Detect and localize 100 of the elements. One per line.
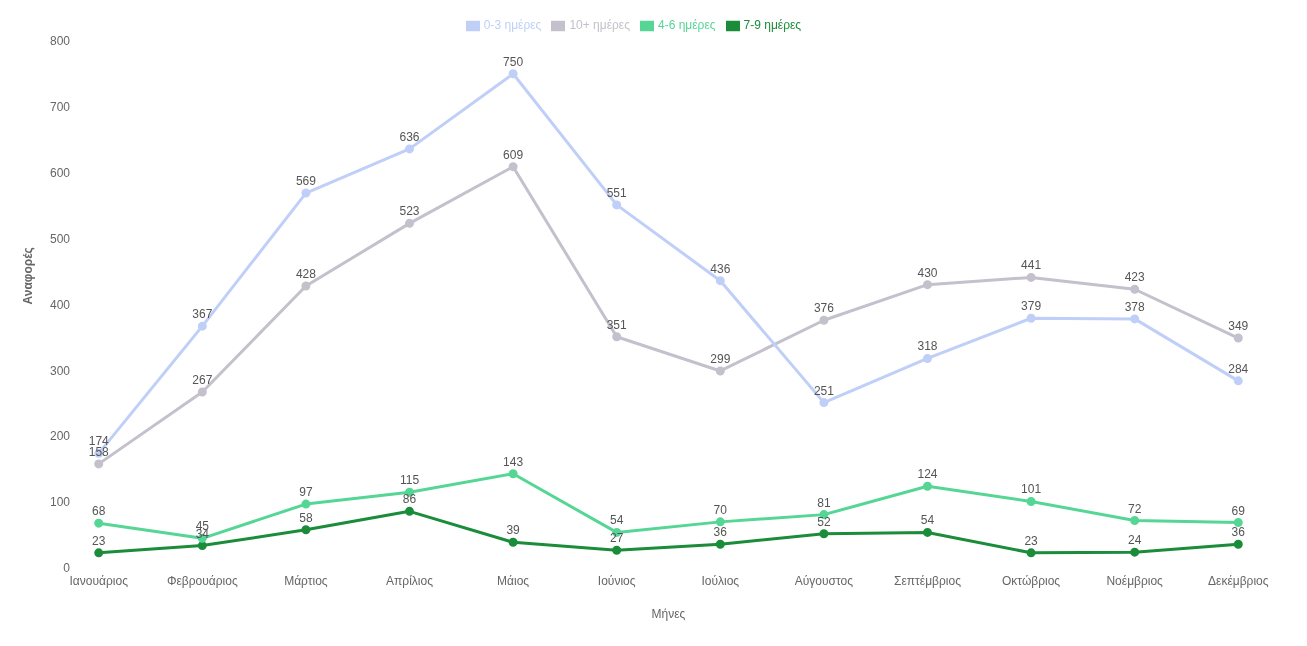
data-label: 97 xyxy=(299,485,313,500)
data-label: 551 xyxy=(606,185,628,200)
point xyxy=(922,353,932,363)
point xyxy=(1130,314,1140,324)
point xyxy=(508,537,518,547)
data-label: 70 xyxy=(713,502,728,517)
legend-label: 0-3 ημέρες xyxy=(483,18,542,32)
point xyxy=(1026,548,1036,558)
data-label: 86 xyxy=(402,492,417,507)
y-tick-label: 400 xyxy=(49,297,71,312)
data-label: 569 xyxy=(295,174,317,189)
point xyxy=(508,162,518,172)
x-axis-title: Μήνες xyxy=(651,607,686,621)
data-label: 351 xyxy=(606,317,628,332)
data-label: 430 xyxy=(917,265,938,280)
y-tick-label: 200 xyxy=(49,429,71,444)
point xyxy=(197,541,207,551)
y-tick-label: 700 xyxy=(49,99,71,114)
point xyxy=(612,545,622,555)
data-label: 36 xyxy=(713,525,728,540)
data-label: 523 xyxy=(399,204,420,219)
x-tick-label: Απρίλιος xyxy=(386,573,434,588)
legend-label: 4-6 ημέρες xyxy=(658,18,716,32)
data-label: 299 xyxy=(710,351,731,366)
data-label: 609 xyxy=(503,147,524,162)
data-label: 428 xyxy=(295,266,317,281)
point xyxy=(301,525,311,535)
data-label: 115 xyxy=(399,473,420,488)
data-label: 441 xyxy=(1021,258,1042,273)
data-label: 318 xyxy=(917,339,938,354)
x-tick-label: Ιανουάριος xyxy=(69,573,129,588)
x-tick-label: Ιούνιος xyxy=(597,573,636,588)
point xyxy=(819,398,829,408)
data-label: 23 xyxy=(92,533,106,548)
point xyxy=(94,518,104,528)
point xyxy=(301,188,311,198)
point xyxy=(819,529,829,539)
data-label: 36 xyxy=(1231,525,1246,540)
data-label: 124 xyxy=(917,467,938,482)
y-tick-label: 0 xyxy=(63,561,71,576)
point xyxy=(715,276,725,286)
y-tick-label: 100 xyxy=(49,495,71,510)
data-label: 68 xyxy=(92,504,106,519)
point xyxy=(715,517,725,527)
data-label: 636 xyxy=(399,129,420,144)
point xyxy=(405,506,415,516)
y-tick-label: 800 xyxy=(49,34,71,49)
data-label: 750 xyxy=(503,54,524,69)
data-label: 101 xyxy=(1021,482,1042,497)
x-tick-label: Μάιος xyxy=(497,573,530,588)
data-label: 81 xyxy=(817,495,831,510)
point xyxy=(1130,547,1140,557)
data-label: 54 xyxy=(610,513,624,528)
point xyxy=(1026,313,1036,323)
data-label: 69 xyxy=(1231,503,1246,518)
point xyxy=(1233,539,1243,549)
data-label: 436 xyxy=(710,261,731,276)
data-label: 54 xyxy=(920,513,935,528)
point xyxy=(1026,496,1036,506)
point xyxy=(1130,516,1140,526)
data-label: 39 xyxy=(506,523,521,538)
point xyxy=(405,144,415,154)
x-tick-label: Ιούλιος xyxy=(701,573,740,588)
data-label: 379 xyxy=(1021,299,1042,314)
x-tick-label: Μάρτιος xyxy=(284,573,328,588)
point xyxy=(922,481,932,491)
point xyxy=(1026,272,1036,282)
point xyxy=(1233,376,1243,386)
data-label: 284 xyxy=(1228,361,1249,376)
y-tick-label: 300 xyxy=(49,363,71,378)
y-tick-label: 600 xyxy=(49,165,71,180)
x-tick-label: Νοέμβριος xyxy=(1106,573,1164,588)
x-tick-label: Αύγουστος xyxy=(794,573,854,588)
data-label: 58 xyxy=(299,510,313,525)
data-label: 378 xyxy=(1124,299,1146,314)
y-tick-label: 500 xyxy=(49,231,71,246)
point xyxy=(715,539,725,549)
point xyxy=(922,527,932,537)
data-label: 158 xyxy=(88,444,110,459)
point xyxy=(1130,284,1140,294)
point xyxy=(1233,333,1243,343)
y-axis-title: Αναφορές xyxy=(21,247,36,305)
x-tick-label: Δεκέμβριος xyxy=(1208,573,1269,588)
data-label: 52 xyxy=(817,514,831,529)
data-label: 24 xyxy=(1128,533,1142,548)
point xyxy=(94,459,104,469)
point xyxy=(94,548,104,558)
point xyxy=(197,321,207,331)
point xyxy=(301,499,311,509)
data-label: 376 xyxy=(813,301,835,316)
point xyxy=(819,315,829,325)
data-label: 267 xyxy=(192,373,213,388)
x-tick-label: Σεπτέμβριος xyxy=(894,573,962,588)
data-label: 143 xyxy=(503,454,524,469)
data-label: 27 xyxy=(610,531,624,546)
point xyxy=(922,280,932,290)
point xyxy=(715,366,725,376)
data-label: 367 xyxy=(192,307,213,322)
data-label: 72 xyxy=(1128,501,1142,516)
x-tick-label: Φεβρουάριος xyxy=(166,573,238,588)
